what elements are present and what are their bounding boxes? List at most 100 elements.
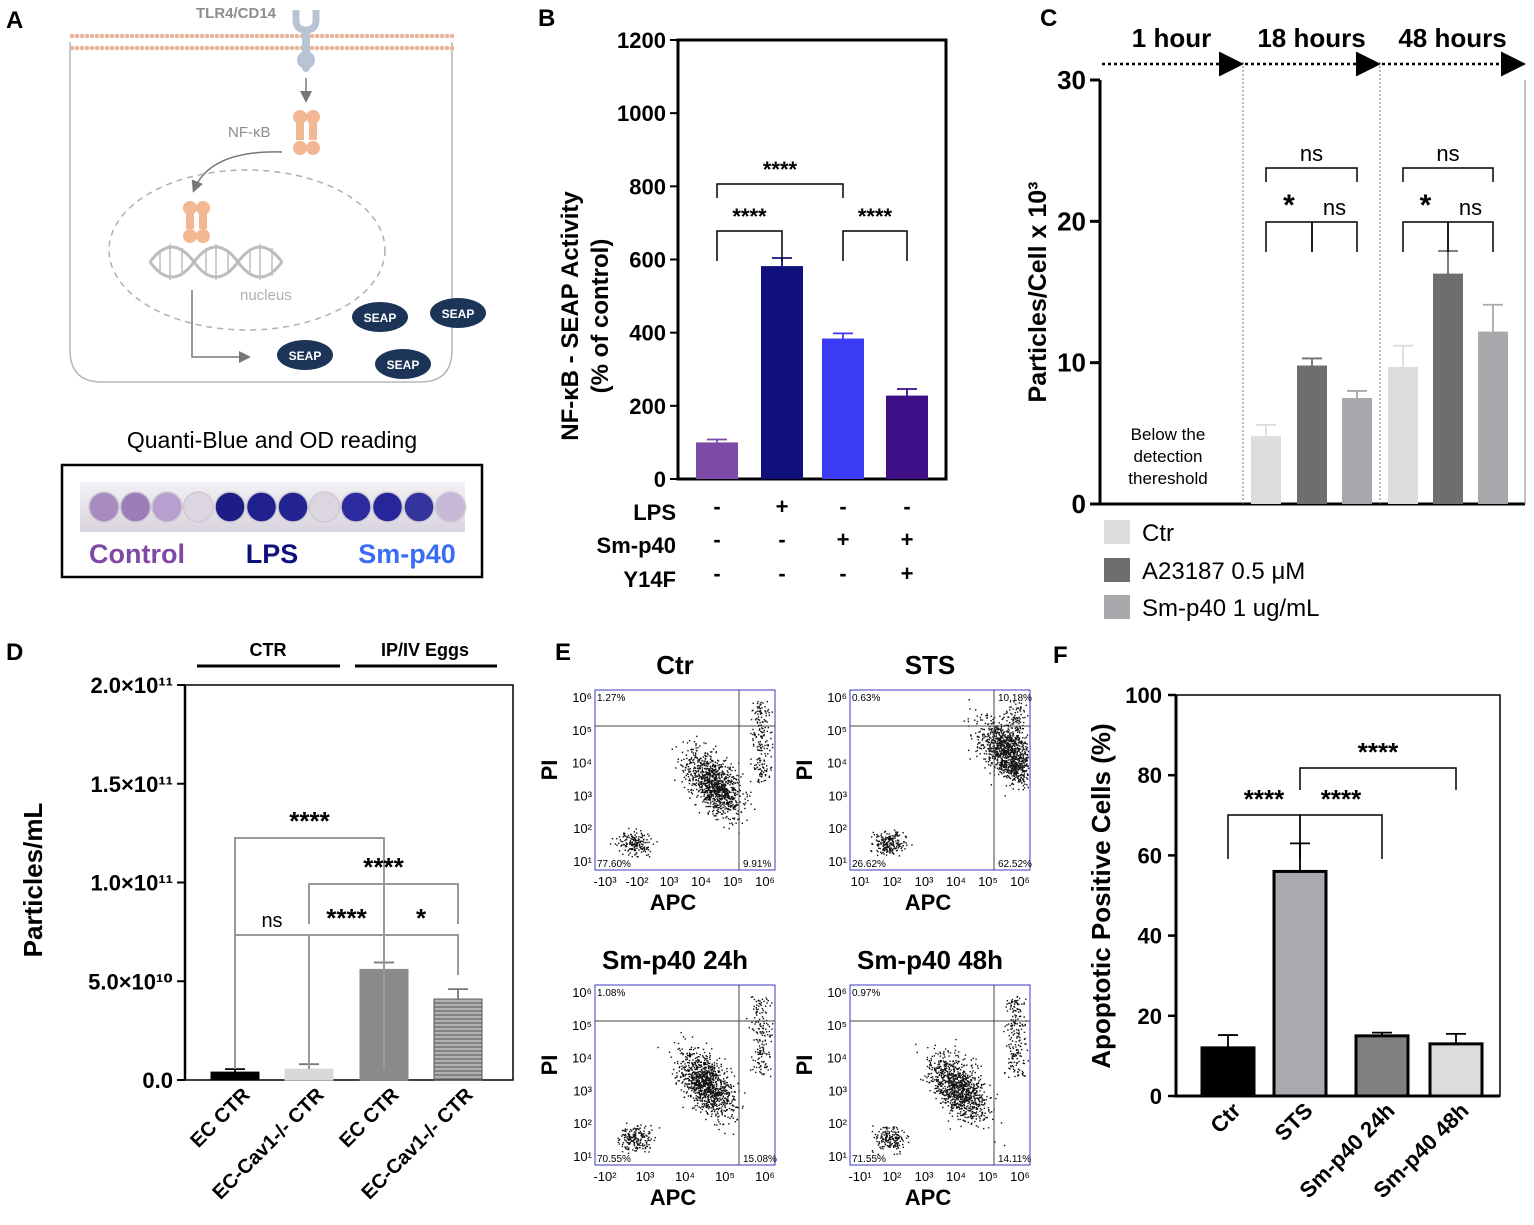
flow-x-tick: -10² [593,1169,617,1184]
flow-event [962,1059,964,1061]
lipid-head [69,33,75,39]
flow-event [887,841,889,843]
lipid-head [294,33,300,39]
flow-event [883,849,885,851]
flow-event [691,1082,694,1085]
flow-event [714,1104,716,1106]
flow-event [723,760,725,762]
flow-event [715,815,717,817]
flow-event [717,1092,720,1094]
flow-event [626,1122,628,1124]
flow-event [718,790,720,792]
flow-event [1008,722,1011,724]
flow-event [701,1100,703,1103]
flow-plot-title: Sm-p40 24h [602,945,748,975]
flow-event [620,840,622,843]
flow-event [1012,739,1014,741]
flow-event [722,772,724,774]
flow-event [894,834,897,836]
flow-event [713,802,715,804]
lipid-head [99,33,105,39]
flow-event [1015,749,1017,751]
flow-event [701,1087,704,1089]
flow-event [724,1110,727,1113]
flow-event [696,735,698,738]
lipid-head [374,33,380,39]
flow-event [726,1099,728,1101]
flow-event [1005,724,1007,727]
flow-event [719,786,721,788]
flow-event [634,834,636,836]
flow-event [998,738,1001,740]
flow-event [720,1094,722,1097]
flow-event [1010,749,1012,751]
flow-event [755,1011,758,1013]
flow-event [1020,763,1022,765]
flow-event [706,1063,708,1066]
flow-event [1016,728,1018,731]
flow-event [772,1023,774,1025]
flow-event [708,768,711,770]
flow-event [690,791,693,794]
flow-event [1025,764,1027,766]
flow-event [995,763,997,766]
lipid-head [379,45,385,51]
flow-event [638,838,640,841]
flow-event [760,770,763,772]
flow-event [708,785,710,787]
flow-event [706,1112,708,1115]
flow-event [757,749,759,751]
flow-event [763,1050,765,1052]
flow-event [633,1135,635,1137]
flow-event [891,837,893,839]
flow-event [1008,776,1010,779]
flow-event [701,1092,703,1094]
flow-event [884,843,886,845]
flow-event [691,762,693,764]
flow-event [696,1061,699,1064]
flow-event [691,1087,693,1090]
flow-event [1012,760,1014,762]
flow-event [999,715,1001,717]
flow-event [682,1081,684,1083]
flow-event [761,727,763,729]
flow-event [1011,772,1013,774]
flow-event [708,781,710,783]
flow-event [634,841,637,843]
flow-event [674,1077,676,1079]
flow-event [1002,752,1004,754]
flow-event [899,1151,901,1153]
flow-event [725,793,728,796]
flow-event [961,1092,963,1094]
flow-event [1015,729,1018,732]
flow-event [754,712,756,715]
flow-event [704,1085,707,1088]
flow-event [978,731,980,733]
flow-event [1009,746,1011,748]
flow-event [1004,749,1006,751]
flow-event [689,758,691,761]
flow-event [723,1072,726,1074]
flow-event [756,722,759,724]
flow-event [713,1062,716,1064]
flow-event [760,1004,762,1006]
flow-event [611,838,614,840]
flow-event [687,766,690,768]
flow-event [718,775,720,777]
flow-event [709,775,711,778]
flow-event [710,1107,712,1109]
flow-event [977,1104,979,1106]
flow-event [725,817,727,819]
flow-event [716,1108,719,1110]
flow-event [715,778,717,780]
flow-event [891,852,894,854]
sig-b-1-label: **** [732,204,767,229]
flow-event [895,847,897,849]
flow-event [755,1000,758,1003]
flow-event [710,1103,712,1106]
flow-event [897,839,899,841]
flow-event [1016,772,1019,774]
flow-event [638,1144,640,1146]
flow-event [634,1132,637,1135]
flow-event [1005,761,1007,763]
